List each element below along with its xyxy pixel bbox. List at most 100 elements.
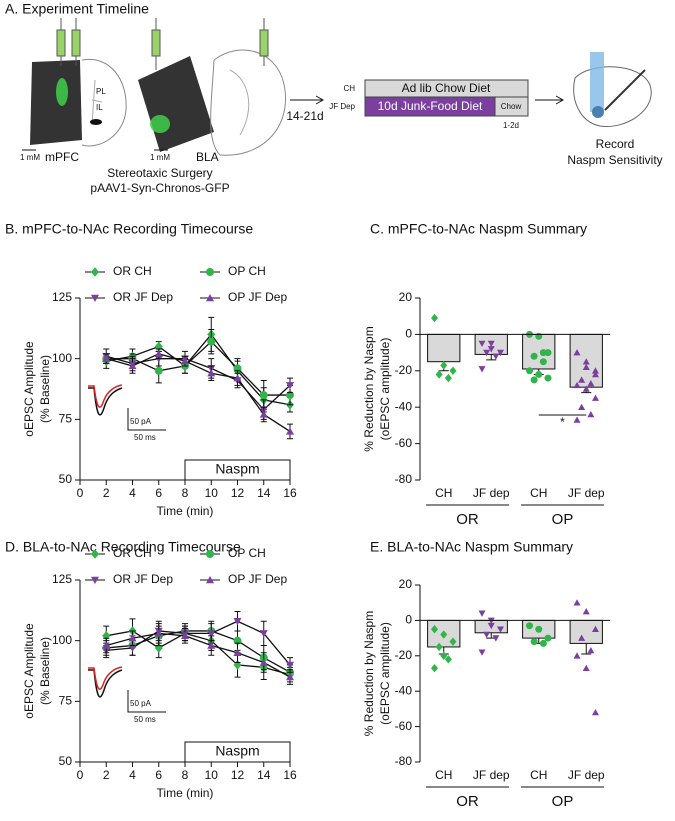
- legend-marker: [91, 576, 99, 584]
- legend-marker: [91, 267, 99, 277]
- marker: [535, 332, 543, 340]
- arrow: [555, 95, 565, 105]
- marker: [431, 663, 439, 673]
- legend-label: OP JF Dep: [228, 572, 287, 586]
- marker: [496, 349, 504, 357]
- x-tick-label: 2: [103, 486, 110, 500]
- syringe: [71, 18, 81, 66]
- x-tick-label: 8: [182, 486, 189, 500]
- marker: [207, 369, 216, 377]
- marker: [259, 658, 268, 666]
- record-label: Record: [596, 137, 635, 151]
- x-tick-label: CH: [435, 768, 452, 782]
- x-tick-label: 6: [155, 768, 162, 782]
- marker: [573, 599, 581, 606]
- series-line: [106, 632, 291, 678]
- legend-label: OR JF Dep: [113, 290, 173, 304]
- marker: [587, 380, 595, 387]
- marker: [582, 363, 590, 370]
- marker: [478, 649, 486, 656]
- marker: [154, 643, 163, 653]
- marker: [233, 618, 242, 626]
- marker: [233, 660, 242, 670]
- marker: [478, 366, 486, 373]
- marker: [431, 625, 439, 634]
- drug-label: Naspm: [215, 743, 259, 759]
- marker: [286, 427, 294, 435]
- legend-label: OP CH: [228, 264, 266, 278]
- scale-label: 50 pA: [130, 417, 152, 426]
- marker: [483, 631, 491, 639]
- marker: [154, 629, 163, 637]
- y-tick-label: -80: [395, 754, 413, 768]
- marker: [526, 367, 534, 375]
- marker: [591, 708, 599, 716]
- x-tick-label: 0: [77, 486, 84, 500]
- scale-bar: [127, 690, 166, 713]
- marker: [259, 391, 268, 400]
- x-tick-label: 4: [129, 768, 136, 782]
- y-tick-label: -20: [395, 363, 413, 377]
- legend-label: OR CH: [113, 546, 152, 560]
- marker: [487, 346, 495, 353]
- marker: [544, 374, 552, 382]
- y-tick-label: 125: [52, 572, 72, 586]
- marker: [483, 349, 491, 357]
- marker: [526, 622, 534, 630]
- x-tick-label: 10: [205, 486, 219, 500]
- marker: [573, 652, 581, 659]
- trace: [88, 384, 123, 408]
- x-axis-label: Time (min): [157, 504, 214, 518]
- marker: [233, 648, 242, 656]
- washout-label: 1-2d: [503, 121, 519, 130]
- marker: [440, 651, 448, 660]
- marker: [478, 610, 486, 617]
- marker: [259, 630, 268, 638]
- legend-marker: [206, 576, 214, 584]
- series-line: [106, 630, 291, 676]
- marker: [102, 641, 111, 649]
- marker: [591, 370, 599, 378]
- scale-label: 1 mM: [20, 153, 40, 162]
- marker: [431, 313, 439, 323]
- marker: [128, 634, 137, 642]
- x-tick-label: 12: [231, 768, 245, 782]
- y-tick-label: 100: [52, 633, 72, 647]
- scale-label: 50 ms: [134, 433, 156, 442]
- chart-title: D. BLA-to-NAc Recording Timecourse: [5, 539, 241, 555]
- marker: [591, 367, 599, 374]
- subregion: IL: [96, 103, 103, 112]
- marker: [102, 354, 111, 362]
- series-line: [106, 340, 290, 396]
- marker: [440, 361, 448, 370]
- syringe: [56, 18, 66, 66]
- marker: [449, 637, 457, 646]
- slice-recording: [573, 52, 652, 127]
- x-tick-label: 16: [283, 486, 297, 500]
- marker: [582, 358, 590, 365]
- series-line: [106, 333, 291, 406]
- legend-marker: [91, 549, 99, 559]
- marker: [207, 337, 216, 346]
- marker: [444, 655, 452, 664]
- bar: [427, 333, 461, 363]
- x-tick-label: JF dep: [568, 768, 605, 782]
- y-tick-label: 20: [399, 577, 413, 591]
- group-label: OR: [456, 793, 479, 810]
- diet-label: Ad lib Chow Diet: [402, 81, 491, 95]
- legend-marker: [206, 550, 214, 558]
- scale-bar: [127, 408, 166, 431]
- chart-title: C. mPFC-to-NAc Naspm Summary: [370, 221, 587, 237]
- marker: [259, 410, 268, 418]
- marker: [578, 403, 586, 410]
- drug-bar: [184, 741, 291, 763]
- y-tick-label: -80: [395, 472, 413, 486]
- record-label: Naspm Sensitivity: [567, 153, 662, 167]
- legend-marker: [206, 268, 214, 276]
- y-axis-label: % Reduction by Naspm: [362, 611, 376, 736]
- y-axis-label: (oEPSC amplitude): [378, 338, 392, 441]
- y-axis-label: oEPSC Amplitude: [22, 341, 36, 437]
- marker: [286, 673, 294, 681]
- error-bar: [486, 354, 497, 361]
- legend-marker: [91, 294, 99, 302]
